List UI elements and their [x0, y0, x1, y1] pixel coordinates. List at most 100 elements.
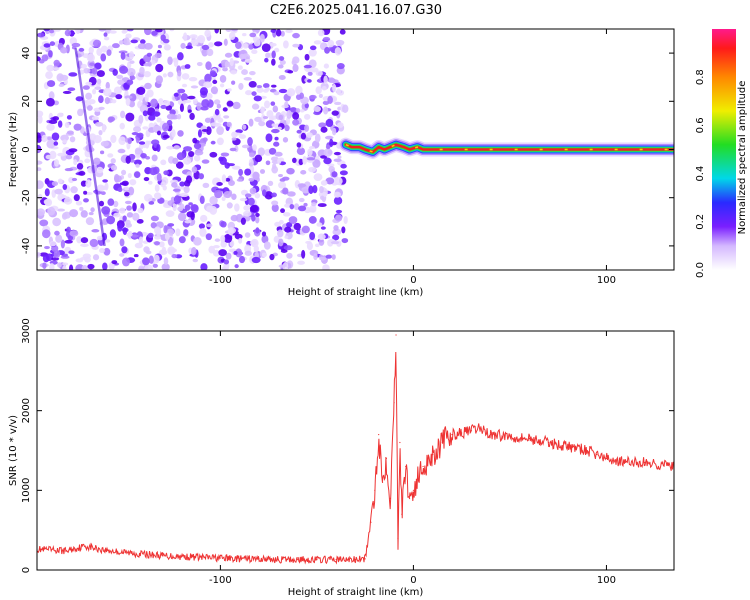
snr-data-point — [123, 551, 125, 554]
noise-blob — [94, 62, 102, 70]
noise-blob — [188, 202, 193, 206]
noise-blob — [184, 64, 191, 69]
noise-blob — [162, 185, 167, 191]
noise-blob — [99, 150, 105, 155]
noise-blob — [255, 227, 260, 234]
noise-blob — [327, 95, 333, 104]
noise-blob — [183, 186, 190, 194]
noise-blob — [268, 147, 277, 155]
noise-blob — [299, 92, 305, 99]
noise-blob — [225, 29, 232, 32]
snr-data-point — [509, 435, 511, 437]
noise-blob — [282, 137, 289, 143]
noise-blob — [153, 254, 160, 264]
noise-blob — [210, 122, 219, 127]
noise-blob — [109, 30, 117, 34]
noise-blob — [260, 106, 265, 115]
noise-blob — [307, 148, 313, 156]
noise-blob — [320, 126, 328, 133]
noise-blob — [273, 91, 280, 96]
noise-blob — [270, 156, 279, 162]
noise-blob — [311, 202, 317, 207]
noise-blob — [323, 148, 333, 157]
noise-blob — [322, 100, 330, 105]
noise-blob — [183, 146, 193, 152]
noise-blob — [277, 157, 282, 164]
noise-blob — [202, 137, 208, 142]
noise-blob — [324, 135, 334, 140]
noise-blob — [75, 200, 83, 206]
noise-blob — [193, 142, 202, 150]
noise-blob — [119, 122, 125, 130]
noise-blob — [93, 134, 102, 144]
noise-blob — [180, 192, 189, 198]
noise-blob — [309, 231, 316, 241]
noise-blob — [69, 37, 78, 45]
noise-blob — [209, 195, 218, 205]
noise-blob — [137, 207, 144, 214]
noise-blob — [187, 95, 196, 100]
noise-blob — [323, 63, 330, 69]
noise-blob — [292, 157, 297, 164]
noise-blob — [154, 29, 163, 33]
noise-blob — [37, 149, 41, 153]
noise-blob — [120, 52, 126, 60]
noise-blob — [271, 192, 277, 198]
noise-blob — [157, 197, 165, 204]
noise-blob — [64, 122, 70, 128]
snr-ytick-label: 3000 — [21, 318, 32, 343]
noise-blob — [133, 253, 139, 258]
noise-blob — [98, 200, 105, 207]
noise-blob — [172, 203, 177, 212]
noise-blob — [271, 200, 279, 206]
colorbar-label: Normalized spectral amplitude — [737, 81, 748, 235]
noise-blob — [79, 206, 84, 211]
noise-blob — [179, 103, 185, 112]
noise-blob — [37, 115, 43, 124]
noise-blob — [286, 167, 295, 175]
noise-blob — [175, 228, 181, 237]
noise-blob — [316, 222, 323, 227]
noise-blob — [214, 29, 219, 34]
snr-xtick-label: -100 — [209, 575, 232, 586]
noise-blob — [113, 212, 121, 218]
noise-blob — [99, 248, 105, 254]
noise-blob — [148, 115, 156, 121]
noise-blob — [230, 214, 239, 222]
noise-blob — [37, 135, 42, 143]
noise-blob — [143, 62, 151, 67]
noise-blob — [173, 145, 180, 150]
noise-blob — [122, 257, 130, 267]
noise-blob — [243, 210, 252, 217]
noise-blob — [206, 223, 213, 228]
noise-blob — [329, 138, 334, 148]
snr-data-point — [408, 497, 411, 499]
noise-blob — [60, 134, 70, 142]
noise-blob — [272, 105, 279, 113]
noise-blob — [180, 42, 186, 49]
noise-blob — [193, 236, 202, 246]
noise-blob — [96, 166, 104, 174]
snr-data-point — [161, 555, 164, 557]
noise-blob — [304, 124, 310, 132]
snr-ytick-label: 2000 — [21, 398, 32, 423]
noise-blob — [287, 70, 294, 74]
noise-blob — [204, 73, 212, 83]
noise-blob — [244, 168, 252, 176]
noise-blob — [214, 108, 220, 116]
noise-blob — [60, 47, 68, 54]
noise-blob — [320, 155, 328, 159]
snr-xtick-label: 0 — [410, 575, 416, 586]
noise-blob — [177, 88, 186, 94]
noise-blob — [235, 248, 243, 258]
noise-blob — [85, 81, 93, 86]
snr-data-point — [142, 553, 144, 555]
noise-blob — [62, 90, 72, 94]
noise-blob — [298, 197, 305, 203]
noise-blob — [57, 262, 62, 268]
noise-blob — [96, 184, 105, 192]
noise-blob — [113, 86, 122, 95]
noise-blob — [177, 70, 182, 77]
noise-blob — [269, 42, 277, 47]
noise-blob — [209, 151, 218, 158]
